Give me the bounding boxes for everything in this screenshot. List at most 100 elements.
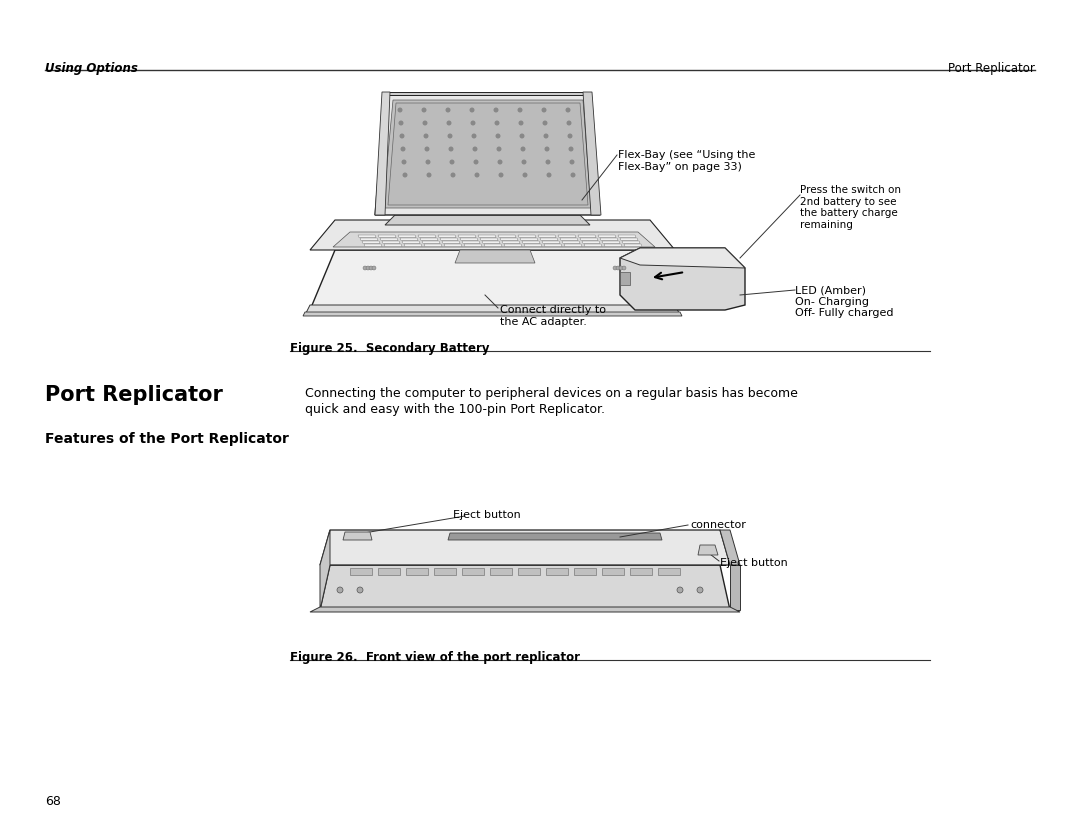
Polygon shape xyxy=(320,530,330,610)
Polygon shape xyxy=(573,568,596,575)
Polygon shape xyxy=(375,92,390,215)
Circle shape xyxy=(542,120,548,125)
Circle shape xyxy=(498,159,502,164)
Polygon shape xyxy=(402,241,420,244)
Polygon shape xyxy=(460,238,478,240)
Circle shape xyxy=(567,133,572,138)
Polygon shape xyxy=(698,545,718,555)
Polygon shape xyxy=(360,238,378,240)
Polygon shape xyxy=(602,568,624,575)
Polygon shape xyxy=(375,95,600,215)
Polygon shape xyxy=(562,241,580,244)
Text: Eject button: Eject button xyxy=(453,510,521,520)
Polygon shape xyxy=(438,235,456,238)
Polygon shape xyxy=(384,92,590,95)
Circle shape xyxy=(521,147,526,152)
Text: Port Replicator: Port Replicator xyxy=(45,385,222,405)
Text: Port Replicator: Port Replicator xyxy=(948,62,1035,75)
Polygon shape xyxy=(518,568,540,575)
Polygon shape xyxy=(620,248,745,268)
Polygon shape xyxy=(730,565,740,610)
Polygon shape xyxy=(333,232,654,247)
Circle shape xyxy=(366,266,370,270)
Polygon shape xyxy=(399,235,416,238)
Polygon shape xyxy=(448,533,662,540)
Text: Connect directly to
the AC adapter.: Connect directly to the AC adapter. xyxy=(500,305,606,327)
Polygon shape xyxy=(378,235,396,238)
Polygon shape xyxy=(524,244,542,247)
Circle shape xyxy=(473,147,477,152)
Circle shape xyxy=(426,159,431,164)
Polygon shape xyxy=(400,238,418,240)
Circle shape xyxy=(473,159,478,164)
Polygon shape xyxy=(600,238,618,240)
Polygon shape xyxy=(658,568,680,575)
Circle shape xyxy=(677,587,683,593)
Polygon shape xyxy=(561,238,578,240)
Circle shape xyxy=(448,147,454,152)
Polygon shape xyxy=(500,238,518,240)
Text: Connecting the computer to peripheral devices on a regular basis has become: Connecting the computer to peripheral de… xyxy=(305,387,798,400)
Circle shape xyxy=(497,147,501,152)
Circle shape xyxy=(423,133,429,138)
Circle shape xyxy=(499,173,503,178)
Polygon shape xyxy=(357,235,376,238)
Polygon shape xyxy=(620,272,630,285)
Circle shape xyxy=(494,108,499,113)
Polygon shape xyxy=(482,241,500,244)
Polygon shape xyxy=(490,568,512,575)
Circle shape xyxy=(421,108,427,113)
Circle shape xyxy=(369,266,373,270)
Polygon shape xyxy=(519,238,538,240)
Polygon shape xyxy=(462,568,484,575)
Text: Figure 25.  Secondary Battery: Figure 25. Secondary Battery xyxy=(291,342,489,355)
Text: Eject button: Eject button xyxy=(720,558,787,568)
Text: Using Options: Using Options xyxy=(45,62,138,75)
Polygon shape xyxy=(620,248,745,310)
Circle shape xyxy=(545,159,551,164)
Polygon shape xyxy=(518,235,536,238)
Polygon shape xyxy=(604,244,622,247)
Circle shape xyxy=(613,266,617,270)
Circle shape xyxy=(496,133,500,138)
Circle shape xyxy=(337,587,343,593)
Circle shape xyxy=(471,120,475,125)
Circle shape xyxy=(449,159,455,164)
Text: Press the switch on
2nd battery to see
the battery charge
remaining: Press the switch on 2nd battery to see t… xyxy=(800,185,901,230)
Circle shape xyxy=(401,147,405,152)
Polygon shape xyxy=(434,568,456,575)
Circle shape xyxy=(446,108,450,113)
Polygon shape xyxy=(478,235,496,238)
Text: Features of the Port Replicator: Features of the Port Replicator xyxy=(45,432,288,446)
Polygon shape xyxy=(384,215,590,225)
Polygon shape xyxy=(382,241,400,244)
Polygon shape xyxy=(602,241,620,244)
Text: 68: 68 xyxy=(45,795,60,808)
Circle shape xyxy=(447,133,453,138)
Polygon shape xyxy=(504,244,522,247)
Circle shape xyxy=(519,133,525,138)
Polygon shape xyxy=(378,568,400,575)
Circle shape xyxy=(517,108,523,113)
Circle shape xyxy=(569,159,575,164)
Circle shape xyxy=(363,266,367,270)
Circle shape xyxy=(622,266,626,270)
Polygon shape xyxy=(310,220,675,250)
Polygon shape xyxy=(320,530,730,565)
Circle shape xyxy=(523,173,527,178)
Circle shape xyxy=(474,173,480,178)
Circle shape xyxy=(570,173,576,178)
Circle shape xyxy=(372,266,376,270)
Polygon shape xyxy=(310,250,675,310)
Polygon shape xyxy=(544,244,562,247)
Circle shape xyxy=(697,587,703,593)
Text: connector: connector xyxy=(690,520,746,530)
Circle shape xyxy=(402,159,406,164)
Polygon shape xyxy=(384,244,402,247)
Circle shape xyxy=(446,120,451,125)
Polygon shape xyxy=(624,244,642,247)
Polygon shape xyxy=(620,238,638,240)
Polygon shape xyxy=(343,532,372,540)
Polygon shape xyxy=(320,565,730,610)
Polygon shape xyxy=(362,241,380,244)
